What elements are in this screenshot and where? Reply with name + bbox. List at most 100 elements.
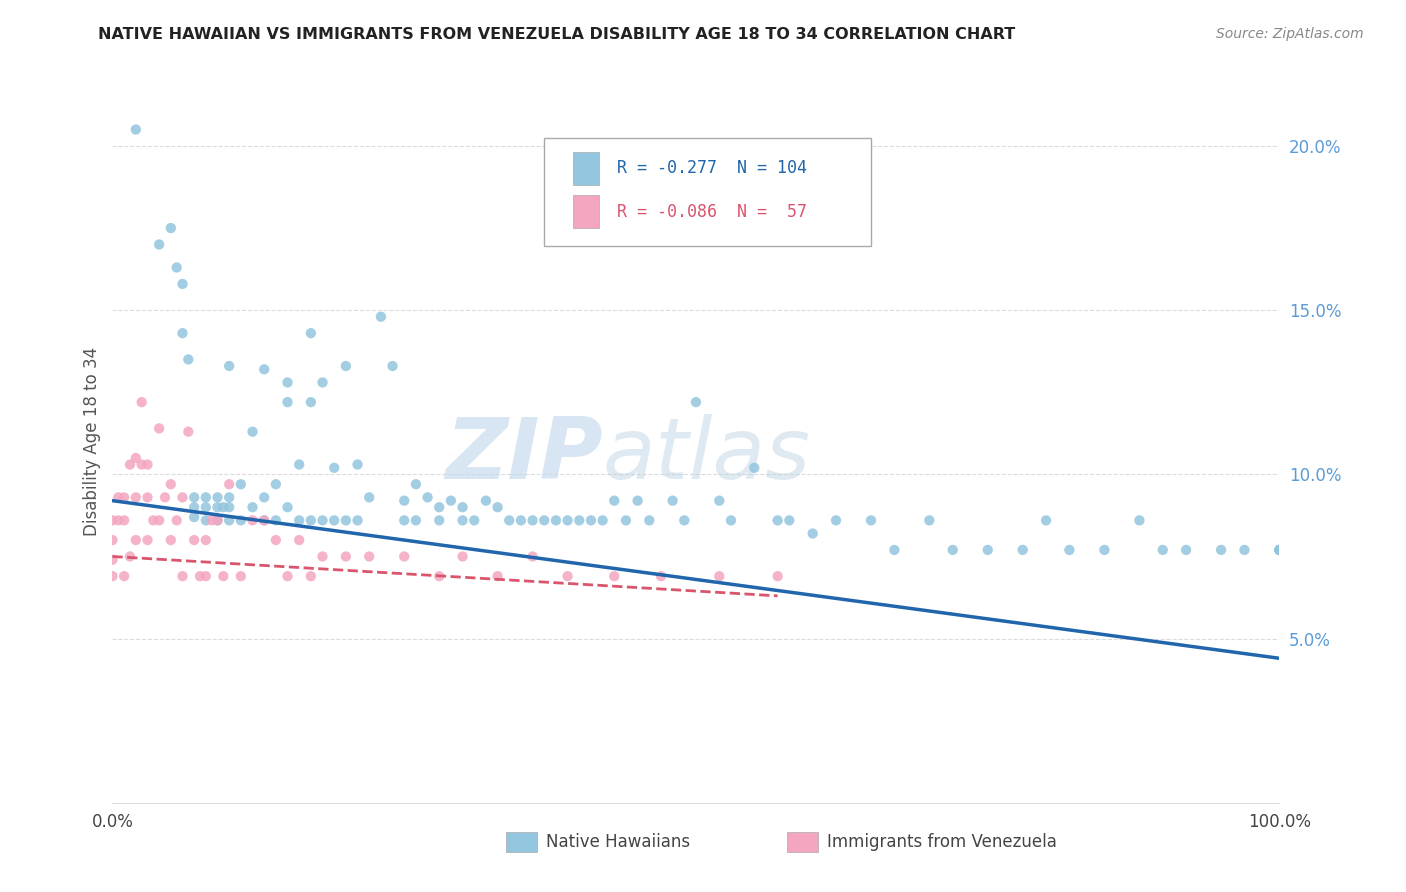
Point <box>544 513 567 527</box>
Point <box>394 549 416 564</box>
Point <box>183 510 205 524</box>
Point <box>603 493 626 508</box>
FancyBboxPatch shape <box>544 138 872 246</box>
Point <box>335 359 357 373</box>
Point <box>194 491 217 505</box>
Point <box>242 513 264 527</box>
Point <box>207 500 229 515</box>
Point <box>166 513 188 527</box>
Point <box>359 491 381 505</box>
Bar <box>574 195 599 228</box>
Point <box>288 458 311 472</box>
Point <box>1035 513 1057 527</box>
Point <box>183 500 205 515</box>
Point <box>299 395 322 409</box>
Point <box>451 500 474 515</box>
Point <box>172 491 194 505</box>
Text: Immigrants from Venezuela: Immigrants from Venezuela <box>827 833 1056 851</box>
Point <box>207 513 229 527</box>
Point <box>475 493 498 508</box>
Point <box>276 500 298 515</box>
Point <box>136 533 159 547</box>
Point <box>709 569 731 583</box>
Text: Native Hawaiians: Native Hawaiians <box>546 833 690 851</box>
Point <box>579 513 602 527</box>
Point <box>242 425 264 439</box>
Point <box>148 237 170 252</box>
Point <box>1268 542 1291 557</box>
Point <box>394 513 416 527</box>
Point <box>416 491 439 505</box>
Point <box>1268 542 1291 557</box>
Point <box>720 513 742 527</box>
Point <box>1233 542 1256 557</box>
Point <box>299 569 322 583</box>
Point <box>101 569 124 583</box>
Point <box>194 569 217 583</box>
Point <box>201 513 224 527</box>
Point <box>709 493 731 508</box>
Point <box>101 533 124 547</box>
Point <box>242 500 264 515</box>
Point <box>101 513 124 527</box>
Point <box>557 569 579 583</box>
Point <box>627 493 650 508</box>
Point <box>207 513 229 527</box>
Point <box>522 549 544 564</box>
Point <box>299 326 322 340</box>
Point <box>177 352 200 367</box>
Point <box>118 458 141 472</box>
Point <box>311 376 333 390</box>
Point <box>148 513 170 527</box>
Point <box>253 491 276 505</box>
Text: R = -0.277  N = 104: R = -0.277 N = 104 <box>617 160 807 178</box>
Point <box>276 376 298 390</box>
Point <box>976 542 998 557</box>
Point <box>650 569 672 583</box>
Point <box>335 513 357 527</box>
Point <box>405 513 427 527</box>
Point <box>778 513 800 527</box>
Point <box>288 533 311 547</box>
Point <box>264 477 287 491</box>
Point <box>335 549 357 564</box>
Point <box>131 458 153 472</box>
Point <box>498 513 520 527</box>
Point <box>118 549 141 564</box>
Point <box>918 513 941 527</box>
Point <box>131 395 153 409</box>
Point <box>860 513 883 527</box>
Point <box>107 513 129 527</box>
Point <box>160 477 183 491</box>
Text: NATIVE HAWAIIAN VS IMMIGRANTS FROM VENEZUELA DISABILITY AGE 18 TO 34 CORRELATION: NATIVE HAWAIIAN VS IMMIGRANTS FROM VENEZ… <box>98 27 1015 42</box>
Point <box>486 500 509 515</box>
Point <box>172 326 194 340</box>
Point <box>451 549 474 564</box>
Point <box>229 477 252 491</box>
Point <box>160 221 183 235</box>
Point <box>218 477 240 491</box>
Point <box>253 362 276 376</box>
Point <box>1011 542 1033 557</box>
Point <box>218 500 240 515</box>
Point <box>194 500 217 515</box>
Point <box>136 458 159 472</box>
Text: R = -0.086  N =  57: R = -0.086 N = 57 <box>617 202 807 220</box>
Point <box>557 513 579 527</box>
Point <box>160 533 183 547</box>
Point <box>323 460 346 475</box>
Point <box>427 500 450 515</box>
Point <box>638 513 661 527</box>
Point <box>522 513 544 527</box>
Point <box>172 569 194 583</box>
Point <box>661 493 683 508</box>
Text: Source: ZipAtlas.com: Source: ZipAtlas.com <box>1216 27 1364 41</box>
Text: ZIP: ZIP <box>444 415 603 498</box>
Point <box>744 460 766 475</box>
Point <box>801 526 824 541</box>
Point <box>299 513 322 527</box>
Point <box>685 395 707 409</box>
Point <box>148 421 170 435</box>
Bar <box>574 153 599 185</box>
Point <box>276 569 298 583</box>
